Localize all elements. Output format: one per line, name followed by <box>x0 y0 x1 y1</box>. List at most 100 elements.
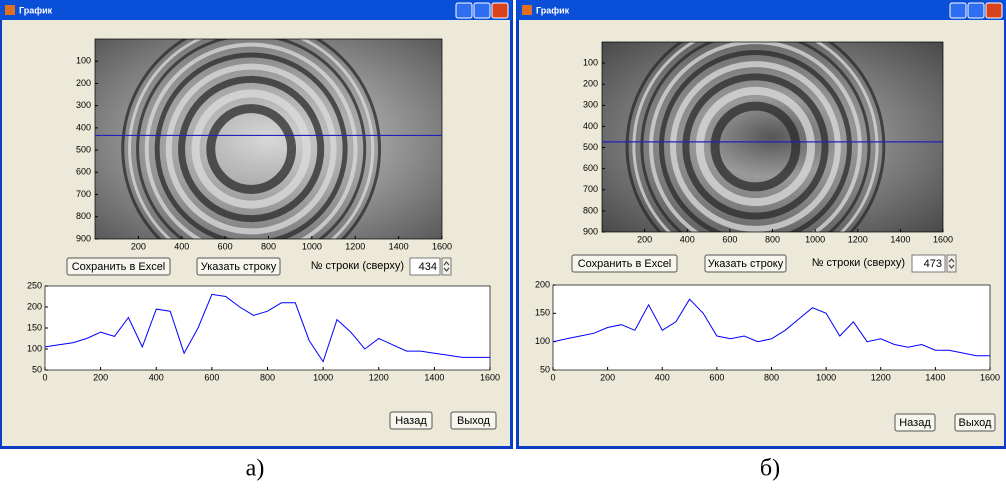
x-tick-label: 600 <box>204 372 219 382</box>
y-tick-label: 100 <box>76 56 91 66</box>
save-button[interactable] <box>571 254 678 273</box>
fringe-ring <box>206 104 297 194</box>
y-tick-label: 50 <box>540 364 550 374</box>
fringe-ring <box>191 89 311 209</box>
row-input-value: 434 <box>419 261 437 273</box>
x-tick-label: 200 <box>131 241 146 251</box>
minimize-button[interactable] <box>455 2 473 19</box>
x-tick-label: 1400 <box>925 372 945 382</box>
x-tick-label: 1200 <box>871 372 891 382</box>
x-tick-label: 200 <box>93 372 108 382</box>
x-tick-label: 600 <box>218 241 233 251</box>
fringe-ring <box>144 42 358 239</box>
fringe-ring <box>154 52 348 239</box>
y-tick-label: 700 <box>76 189 91 199</box>
y-tick-label: 200 <box>27 301 42 311</box>
fringe-ring <box>670 61 841 232</box>
y-tick-label: 600 <box>583 163 598 173</box>
y-tick-label: 500 <box>583 142 598 152</box>
y-tick-label: 200 <box>76 78 91 88</box>
x-tick-label: 0 <box>42 372 47 382</box>
save-button-label: Сохранить в Excel <box>578 258 672 270</box>
x-tick-label: 1400 <box>389 241 409 251</box>
x-tick-label: 1000 <box>816 372 836 382</box>
y-tick-label: 50 <box>32 364 42 374</box>
spinner-arrows <box>948 258 955 269</box>
x-tick-label: 0 <box>550 372 555 382</box>
x-tick-label: 800 <box>261 241 276 251</box>
back-button-label: Назад <box>899 417 931 429</box>
x-tick-label: 1000 <box>805 234 825 244</box>
fringe-ring <box>682 73 829 220</box>
y-tick-label: 200 <box>583 79 598 89</box>
x-tick-label: 400 <box>149 372 164 382</box>
spinner[interactable] <box>946 254 957 273</box>
x-tick-label: 200 <box>600 372 615 382</box>
y-tick-label: 250 <box>27 280 42 290</box>
x-tick-label: 400 <box>174 241 189 251</box>
x-tick-label: 600 <box>722 234 737 244</box>
y-tick-label: 500 <box>76 144 91 154</box>
back-button[interactable] <box>389 411 433 430</box>
caption: б) <box>760 456 780 482</box>
x-tick-label: 1200 <box>345 241 365 251</box>
y-tick-label: 100 <box>27 343 42 353</box>
row-button[interactable] <box>704 254 787 273</box>
y-tick-label: 400 <box>76 122 91 132</box>
fringe-ring <box>710 101 801 192</box>
app-icon <box>5 5 15 15</box>
save-button-label: Сохранить в Excel <box>72 261 166 273</box>
x-tick-label: 1600 <box>480 372 500 382</box>
profile-line <box>552 298 990 357</box>
fringe-ring <box>658 50 852 232</box>
save-button[interactable] <box>66 257 171 276</box>
interference-image <box>95 39 442 239</box>
x-tick-label: 1000 <box>313 372 333 382</box>
x-tick-label: 1600 <box>432 241 452 251</box>
fringe-ring <box>632 42 879 232</box>
x-tick-label: 1000 <box>302 241 322 251</box>
exit-button-label: Выход <box>959 417 992 429</box>
exit-button[interactable] <box>954 413 996 432</box>
caption: а) <box>246 456 265 482</box>
exit-button[interactable] <box>450 411 497 430</box>
minimize-button[interactable] <box>949 2 967 19</box>
window: График 100 200 300 400 500 600 700 800 900 200 400 6… <box>516 0 1006 449</box>
x-tick-label: 400 <box>680 234 695 244</box>
fringe-ring <box>121 39 382 239</box>
row-label: № строки (сверху) <box>812 257 905 269</box>
fringe-ring <box>640 42 871 232</box>
title-bar <box>517 0 1006 20</box>
title-bar <box>0 0 512 20</box>
x-tick-label: 1200 <box>369 372 389 382</box>
x-tick-label: 1400 <box>890 234 910 244</box>
x-tick-label: 1400 <box>424 372 444 382</box>
maximize-button[interactable] <box>967 2 985 19</box>
row-button-label: Указать строку <box>201 261 277 273</box>
back-button[interactable] <box>894 413 936 432</box>
window-title: График <box>536 5 570 15</box>
row-input[interactable] <box>409 257 441 276</box>
spinner[interactable] <box>441 257 452 276</box>
x-tick-label: 600 <box>709 372 724 382</box>
x-tick-label: 800 <box>764 372 779 382</box>
fringe-ring <box>178 75 325 223</box>
app-icon <box>522 5 532 15</box>
row-input-value: 473 <box>924 258 942 270</box>
y-tick-label: 800 <box>76 211 91 221</box>
x-tick-label: 800 <box>260 372 275 382</box>
plot-area <box>44 285 491 371</box>
y-tick-label: 100 <box>535 336 550 346</box>
y-tick-label: 100 <box>583 57 598 67</box>
close-button[interactable] <box>985 2 1003 19</box>
window-title: График <box>19 5 53 15</box>
row-input[interactable] <box>911 254 946 273</box>
row-button[interactable] <box>196 257 281 276</box>
fringe-ring <box>128 39 375 239</box>
y-tick-label: 800 <box>583 205 598 215</box>
interference-image <box>602 42 943 232</box>
maximize-button[interactable] <box>473 2 491 19</box>
y-tick-label: 900 <box>76 233 91 243</box>
y-tick-label: 900 <box>583 226 598 236</box>
close-button[interactable] <box>491 2 509 19</box>
